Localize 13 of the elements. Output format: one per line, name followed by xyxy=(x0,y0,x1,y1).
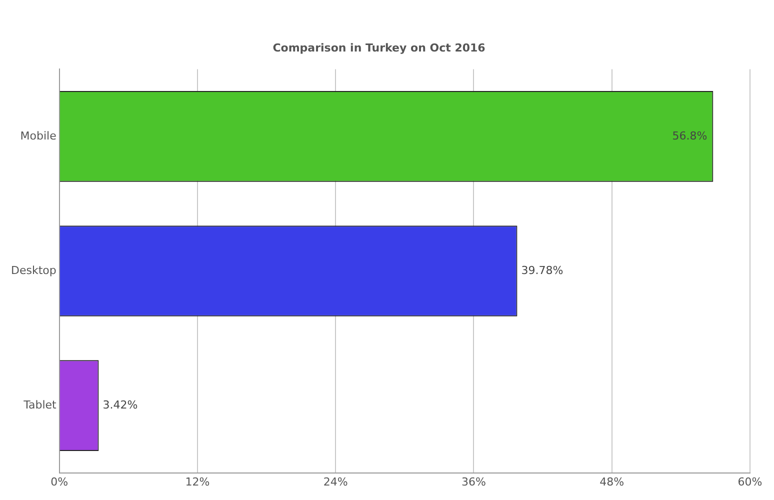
x-tick-label: 60% xyxy=(738,475,762,488)
x-tick-label: 36% xyxy=(462,475,486,488)
chart-subtitle: Comparison in Turkey on Oct 2016 xyxy=(272,41,486,54)
data-label: 3.42% xyxy=(102,398,138,412)
x-tick-label: 48% xyxy=(600,475,624,488)
y-tick-label: Desktop xyxy=(10,264,56,277)
y-tick-label: Tablet xyxy=(22,398,58,412)
data-label: 39.78% xyxy=(521,264,564,277)
x-tick-label: 0% xyxy=(50,475,68,488)
y-tick-label: Mobile xyxy=(20,129,57,142)
x-tick-label: 12% xyxy=(185,475,210,488)
data-label: 56.8% xyxy=(672,129,708,142)
x-tick-label: 24% xyxy=(323,475,348,488)
